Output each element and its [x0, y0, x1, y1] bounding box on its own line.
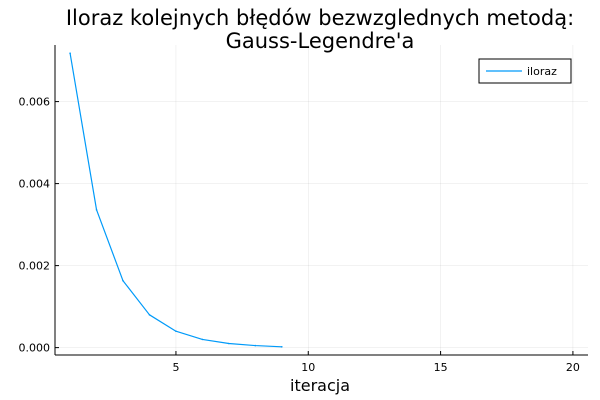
legend-label-iloraz: iloraz [527, 65, 557, 78]
x-ticks: 5 10 15 20 [172, 351, 580, 374]
x-axis-label: iteracja [290, 376, 350, 395]
data-point [122, 279, 124, 282]
y-tick-label: 0.006 [19, 96, 51, 109]
data-point [228, 342, 230, 345]
y-tick-label: 0.004 [19, 178, 51, 191]
y-ticks: 0.000 0.002 0.004 0.006 [19, 96, 59, 355]
data-point [69, 52, 71, 55]
axes [54, 45, 588, 356]
x-tick-label: 10 [301, 361, 315, 374]
chart-title-line-2: Gauss-Legendre'a [226, 29, 415, 53]
legend: iloraz [478, 58, 572, 84]
grid [55, 45, 588, 355]
data-point [148, 314, 151, 316]
data-point [254, 344, 257, 347]
x-tick-label: 5 [172, 361, 179, 374]
x-tick-label: 20 [566, 361, 580, 374]
y-tick-label: 0.000 [19, 342, 51, 355]
data-point [175, 330, 177, 333]
chart-title-line-1: Iloraz kolejnych błędów bezwzglednych me… [66, 6, 574, 30]
y-tick-label: 0.002 [19, 260, 51, 273]
data-point [201, 338, 204, 341]
data-point [281, 345, 283, 348]
series-group [69, 52, 283, 348]
x-tick-label: 15 [434, 361, 448, 374]
data-point [95, 209, 98, 211]
